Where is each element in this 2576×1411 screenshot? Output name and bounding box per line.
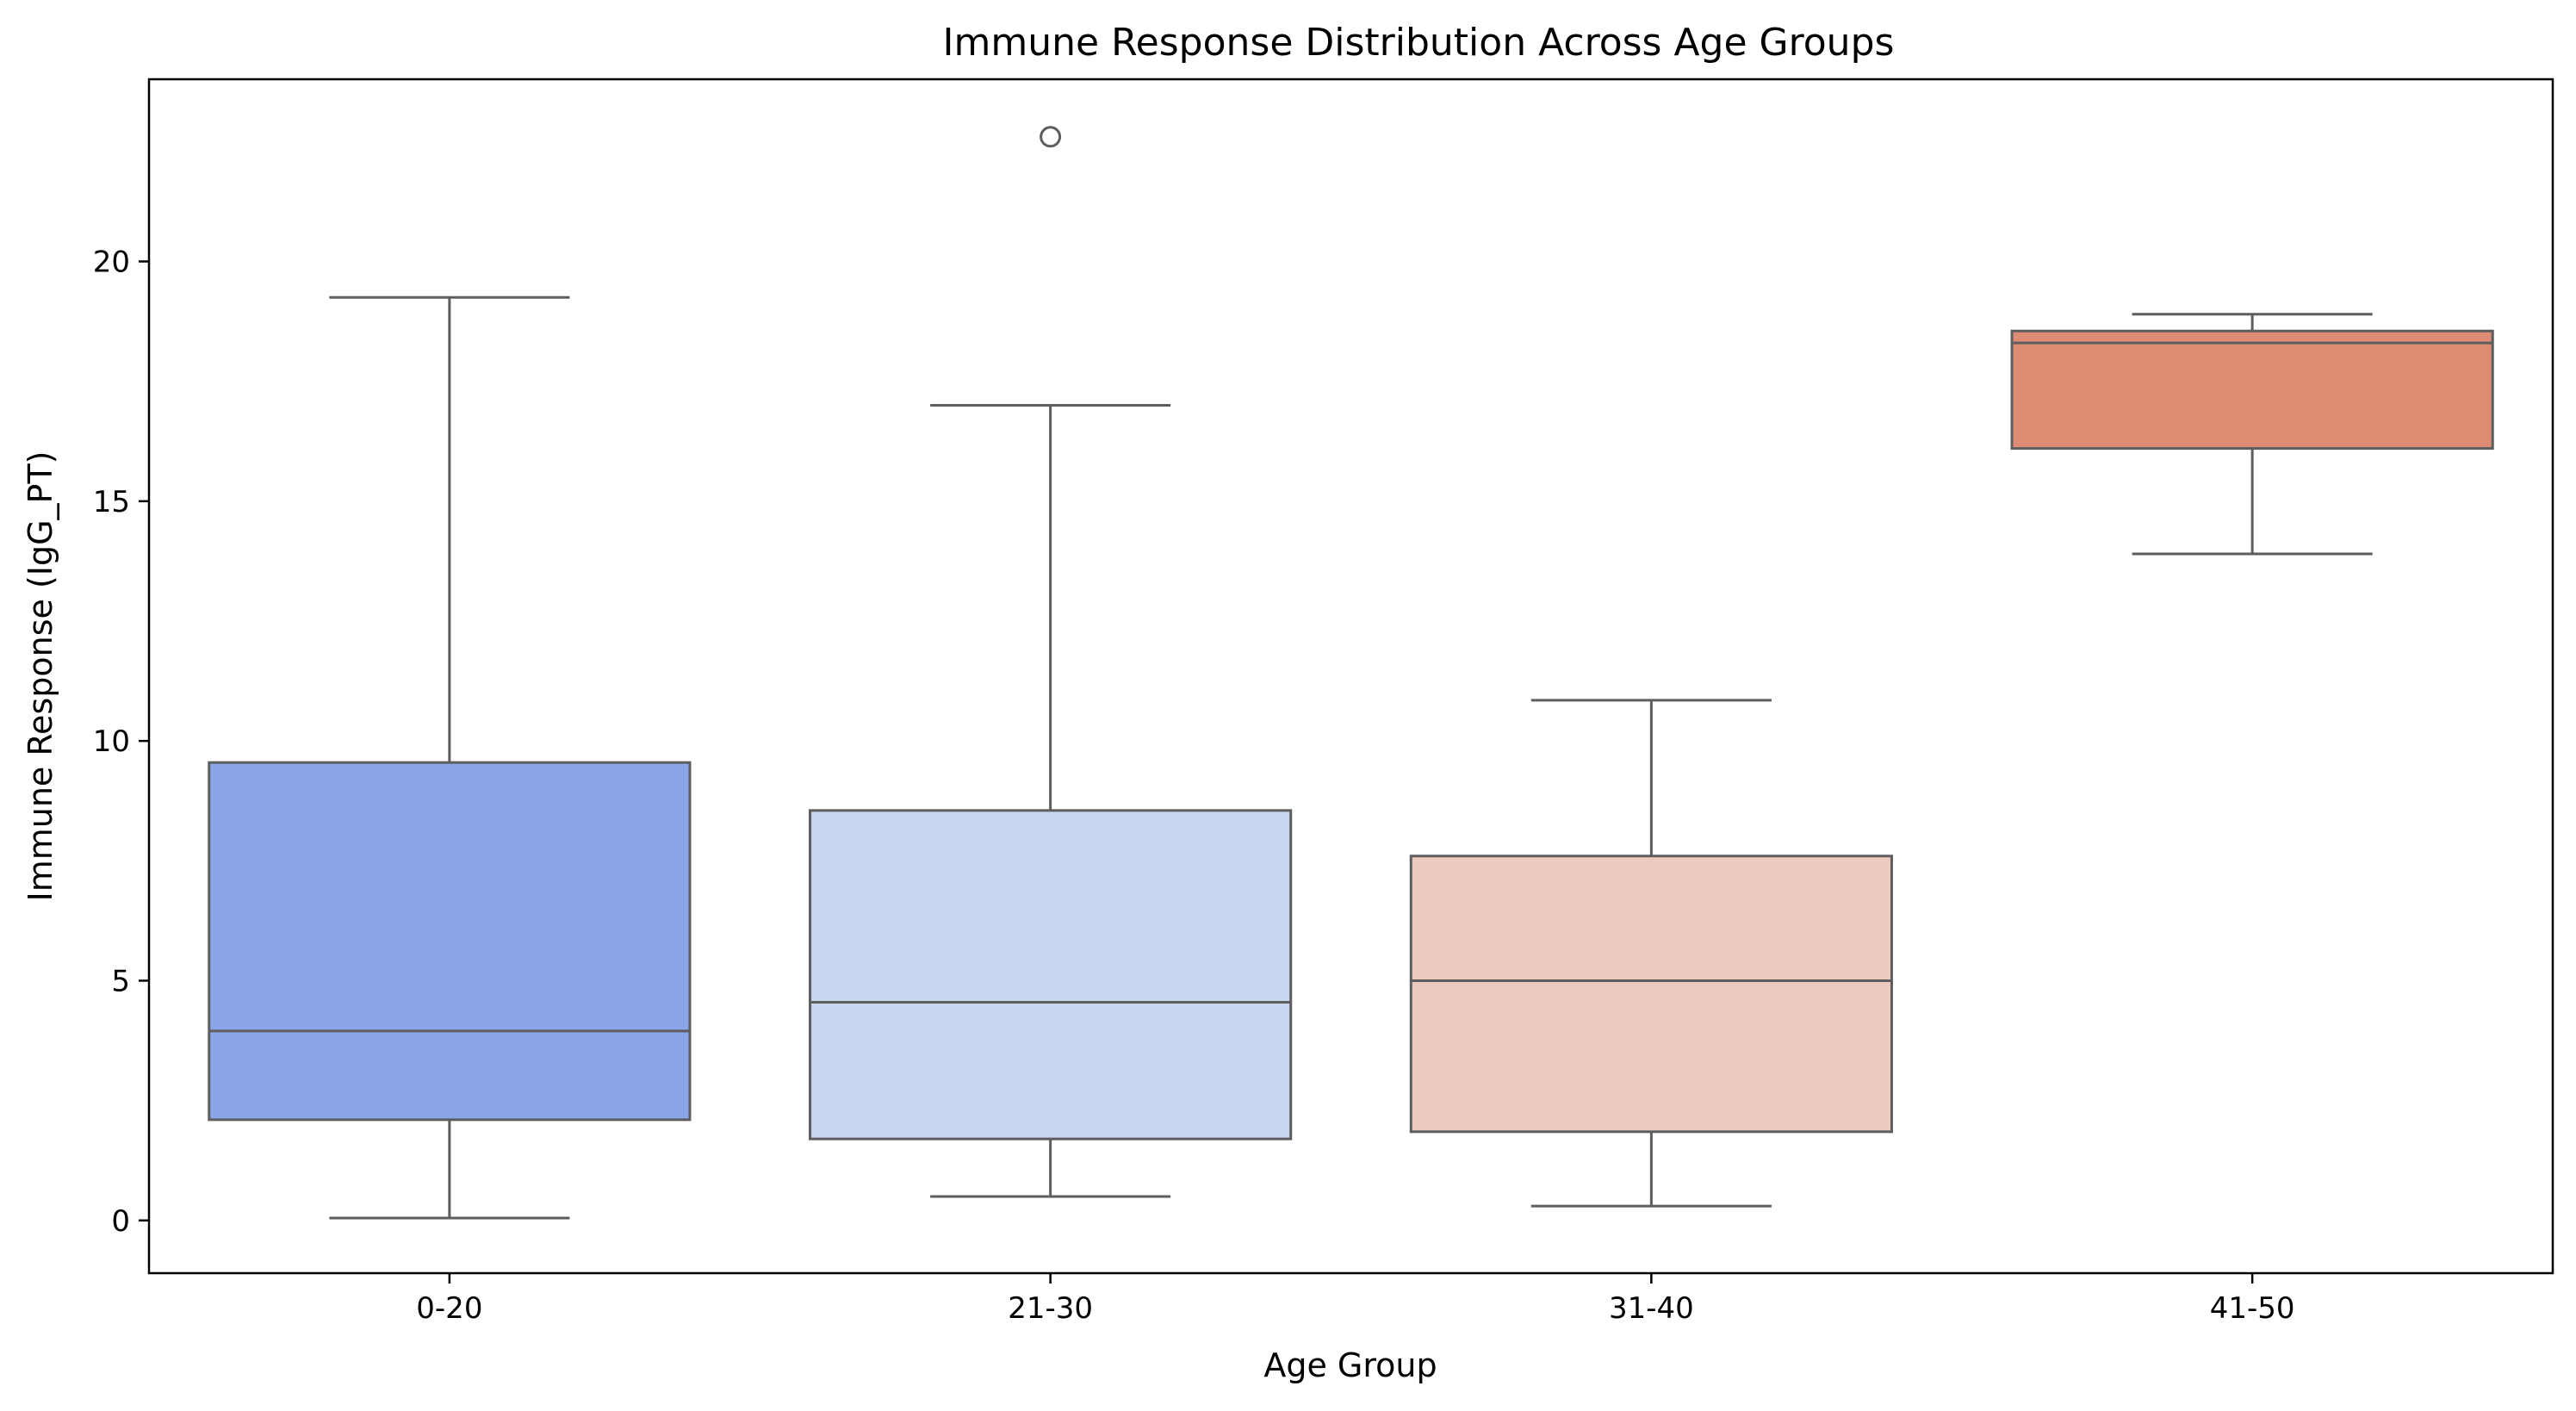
x-tick-label: 41-50	[2210, 1291, 2295, 1326]
y-tick-label: 0	[111, 1204, 130, 1239]
box-31-40	[1409, 699, 1893, 1208]
y-axis-label: Immune Response (IgG_PT)	[22, 451, 59, 901]
iqr-box	[208, 761, 692, 1122]
box-21-30	[809, 126, 1293, 1198]
x-axis-label: Age Group	[1263, 1346, 1437, 1384]
y-axis: 0 5 10 15 20	[93, 246, 149, 1239]
x-axis: 0-20 21-30 31-40 41-50	[416, 1273, 2295, 1326]
iqr-box	[2010, 329, 2494, 451]
outlier-point	[1040, 126, 1062, 148]
x-tick-label: 31-40	[1609, 1291, 1694, 1326]
x-tick-label: 0-20	[416, 1291, 482, 1326]
y-tick-label: 15	[93, 485, 130, 519]
y-tick-label: 20	[93, 246, 130, 280]
y-tick-label: 10	[93, 724, 130, 759]
y-tick-label: 5	[111, 964, 130, 998]
box-41-50	[2010, 313, 2494, 556]
x-tick-label: 21-30	[1008, 1291, 1093, 1326]
plot-area-frame	[147, 78, 2554, 1275]
chart-title: Immune Response Distribution Across Age …	[943, 21, 1895, 65]
iqr-box	[809, 809, 1293, 1141]
box-series	[208, 126, 2494, 1220]
iqr-box	[1409, 855, 1893, 1134]
box-0-20	[208, 295, 692, 1220]
